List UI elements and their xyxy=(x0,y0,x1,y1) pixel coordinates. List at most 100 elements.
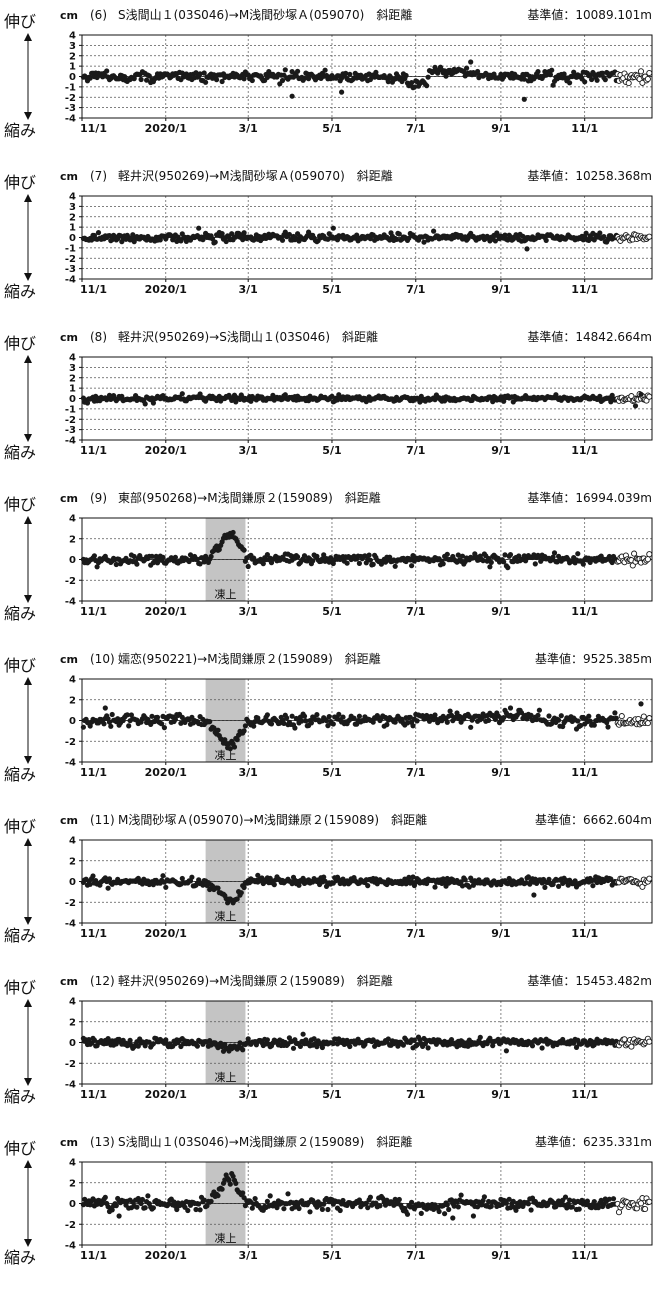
data-point xyxy=(618,713,625,720)
y-tick-label: 0 xyxy=(69,716,76,727)
data-point xyxy=(290,1045,297,1051)
data-point xyxy=(612,710,618,716)
y-tick-label: -2 xyxy=(65,254,76,265)
data-point xyxy=(159,721,165,727)
data-point xyxy=(385,1036,391,1042)
chart-title: S浅間山１(03S046)→M浅間鎌原２(159089) 斜距離 xyxy=(118,1134,412,1149)
data-point xyxy=(644,75,651,83)
arrow-down-icon xyxy=(24,595,32,603)
data-point xyxy=(455,552,461,558)
data-point xyxy=(461,69,467,75)
data-point xyxy=(234,896,240,902)
y-tick-label: 3 xyxy=(69,41,76,52)
x-tick-label: 11/1 xyxy=(80,283,107,296)
x-tick-label: 11/1 xyxy=(80,766,107,779)
x-tick-label: 9/1 xyxy=(491,283,510,296)
data-point xyxy=(340,714,346,720)
data-point xyxy=(215,885,221,891)
chart-title: 嬬恋(950221)→M浅間鎌原２(159089) 斜距離 xyxy=(118,651,381,666)
data-point xyxy=(591,1199,597,1205)
data-point xyxy=(606,553,613,560)
side-label-contraction: 縮み xyxy=(4,282,36,301)
chart-number: (13) xyxy=(90,1135,115,1149)
data-point xyxy=(200,882,206,888)
data-point xyxy=(297,1043,303,1049)
data-point xyxy=(301,75,308,81)
data-point xyxy=(134,561,140,567)
data-point xyxy=(172,554,178,560)
reference-value: 基準値：10089.101m xyxy=(527,7,652,22)
y-tick-label: -2 xyxy=(65,1059,76,1070)
x-tick-label: 11/1 xyxy=(571,605,598,618)
y-tick-label: -4 xyxy=(65,436,76,447)
chart-title: 軽井沢(950269)→S浅間山１(03S046) 斜距離 xyxy=(118,330,378,344)
data-point xyxy=(444,875,450,882)
data-point xyxy=(404,1211,411,1217)
x-tick-label: 9/1 xyxy=(491,927,510,940)
y-tick-label: 2 xyxy=(69,1178,76,1189)
data-point xyxy=(510,1198,516,1204)
data-point xyxy=(347,71,353,77)
data-point xyxy=(373,69,379,75)
x-tick-label: 11/1 xyxy=(80,605,107,618)
unit-label: cm xyxy=(60,170,78,183)
data-point-outlier xyxy=(507,705,514,711)
y-tick-label: 2 xyxy=(69,695,76,706)
data-point xyxy=(131,553,137,560)
data-point xyxy=(459,883,466,889)
data-point xyxy=(286,231,292,238)
data-point xyxy=(613,715,619,721)
data-point xyxy=(625,80,632,87)
data-point xyxy=(109,711,115,718)
data-point xyxy=(514,712,521,718)
data-point xyxy=(505,565,511,571)
x-tick-label: 11/1 xyxy=(571,444,598,457)
x-tick-label: 11/1 xyxy=(80,1088,107,1101)
x-tick-label: 5/1 xyxy=(322,766,341,779)
data-point xyxy=(560,723,566,730)
data-point xyxy=(323,718,330,724)
data-point xyxy=(122,74,128,80)
data-point xyxy=(104,68,110,74)
data-point xyxy=(172,716,178,722)
data-point xyxy=(431,228,437,234)
data-point xyxy=(646,1198,653,1205)
data-point xyxy=(492,238,498,244)
data-point xyxy=(234,737,240,743)
data-point-outlier xyxy=(531,892,537,898)
data-point xyxy=(201,70,207,76)
data-point xyxy=(572,878,578,884)
data-point xyxy=(142,1043,148,1049)
data-point-outlier xyxy=(255,872,261,878)
y-tick-label: -4 xyxy=(65,1241,76,1252)
reference-value: 基準値：6662.604m xyxy=(535,812,652,827)
data-point xyxy=(591,722,597,728)
data-point xyxy=(106,876,113,882)
x-tick-label: 7/1 xyxy=(406,605,425,618)
data-point xyxy=(231,744,238,750)
data-point xyxy=(130,232,136,238)
data-point xyxy=(336,711,342,717)
data-point xyxy=(444,551,450,557)
data-point xyxy=(113,561,119,568)
data-point xyxy=(366,552,372,558)
data-point xyxy=(569,1204,575,1210)
data-point xyxy=(249,1205,255,1211)
data-point-outlier xyxy=(521,96,527,102)
data-point xyxy=(525,874,532,880)
side-label-extension: 伸び xyxy=(4,656,36,675)
y-tick-label: 1 xyxy=(69,62,76,73)
data-point xyxy=(479,1202,485,1208)
data-point xyxy=(241,76,247,82)
data-point xyxy=(410,874,416,880)
data-point xyxy=(372,1043,378,1049)
side-label-contraction: 縮み xyxy=(4,604,36,623)
side-label-extension: 伸び xyxy=(4,495,36,514)
data-point xyxy=(241,728,247,734)
y-tick-label: -3 xyxy=(65,264,76,275)
data-point xyxy=(94,564,100,570)
data-point-outlier xyxy=(632,403,639,409)
data-point xyxy=(295,554,301,560)
data-point xyxy=(501,715,507,721)
y-tick-label: 3 xyxy=(69,363,76,374)
